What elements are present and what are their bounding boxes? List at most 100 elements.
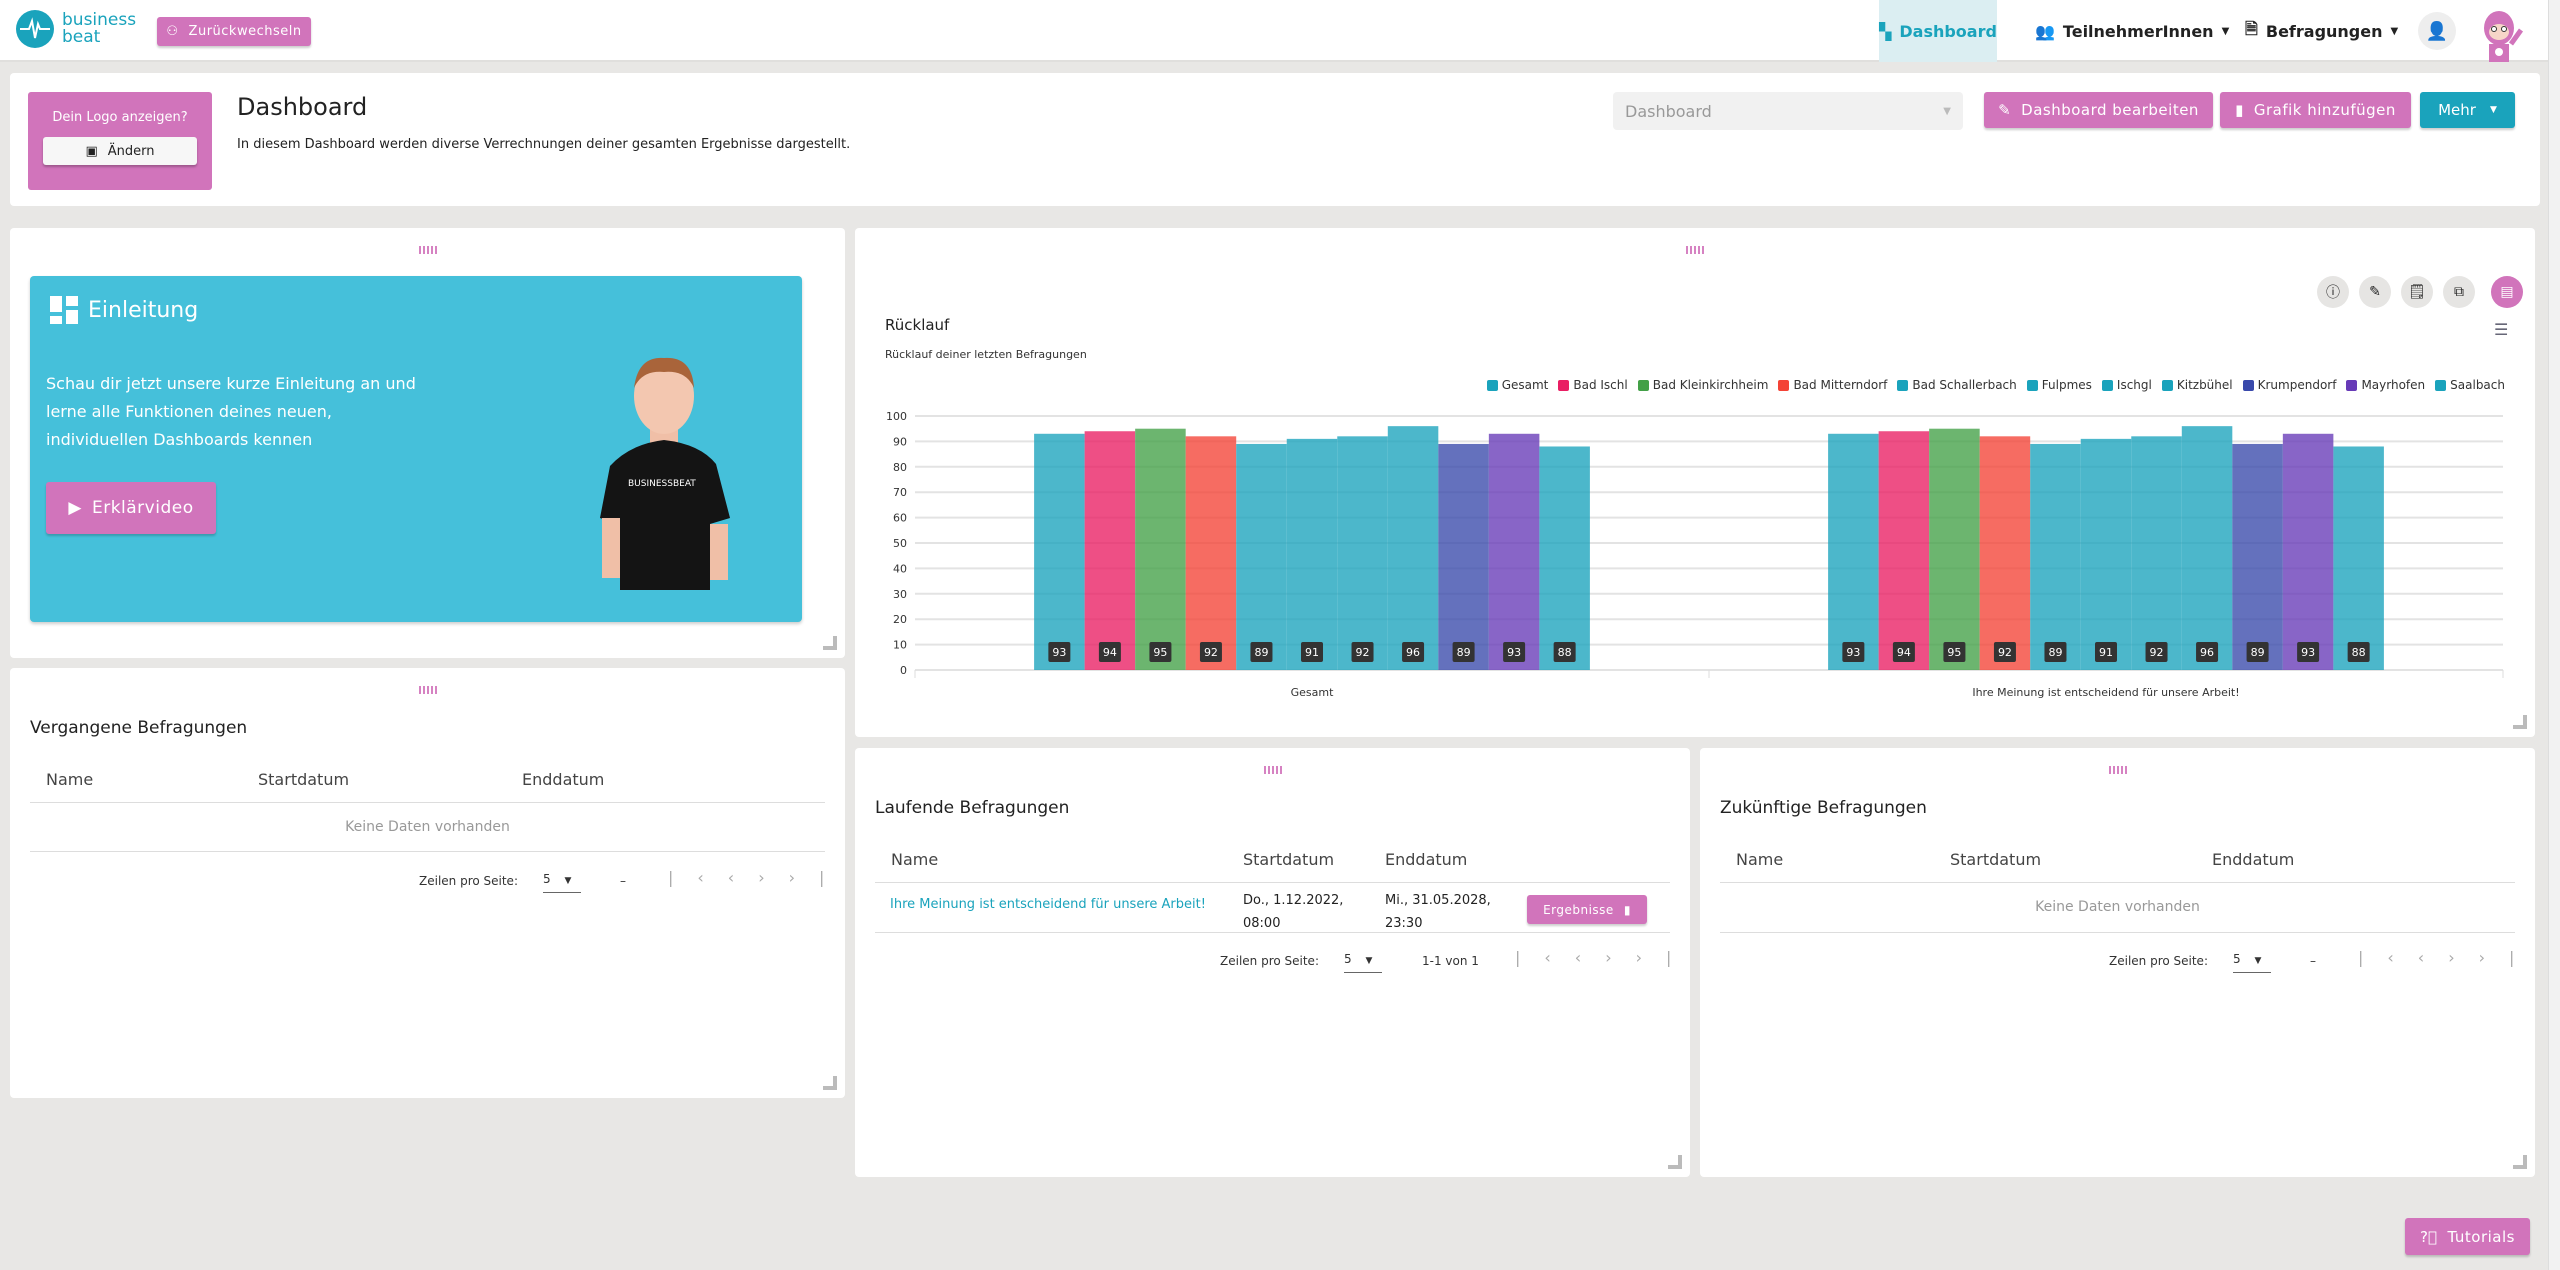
y-tick-label: 60 — [893, 512, 907, 525]
divider — [1720, 932, 2515, 933]
drag-handle-icon[interactable] — [419, 246, 437, 254]
add-chart-label: Grafik hinzufügen — [2253, 101, 2396, 119]
first-page-icon[interactable]: |‹ — [2358, 948, 2418, 967]
data-label-bg — [1048, 642, 1071, 662]
legend-item[interactable]: Mayrhofen — [2346, 378, 2425, 392]
nav-dashboard[interactable]: ▚ Dashboard — [1879, 0, 1997, 62]
legend-item[interactable]: Fulpmes — [2026, 378, 2092, 392]
drag-handle-icon[interactable] — [2109, 766, 2127, 774]
resize-handle-icon[interactable] — [2513, 1155, 2527, 1169]
first-page-icon[interactable]: |‹ — [668, 868, 728, 887]
last-page-icon[interactable]: ›| — [788, 868, 849, 887]
page-scrollbar[interactable] — [2548, 0, 2560, 1270]
column-header-start[interactable]: Startdatum — [1950, 850, 2042, 869]
legend-swatch — [1637, 379, 1649, 391]
resize-handle-icon[interactable] — [1668, 1155, 1682, 1169]
rows-per-page-select[interactable]: 5 ▼ — [2233, 952, 2271, 973]
prev-page-icon[interactable]: ‹ — [1574, 948, 1606, 967]
legend-label: Saalbach — [2450, 378, 2505, 392]
drag-handle-icon[interactable] — [1264, 766, 1282, 774]
next-page-icon[interactable]: › — [2448, 948, 2479, 967]
bar — [1828, 433, 1879, 670]
column-header-start[interactable]: Startdatum — [258, 770, 350, 789]
nav-surveys[interactable]: 🗎 Befragungen ▼ — [2245, 0, 2398, 62]
resize-handle-icon[interactable] — [823, 636, 837, 650]
data-label: 95 — [1153, 646, 1167, 659]
nav-participants[interactable]: 👥 TeilnehmerInnen ▼ — [2035, 0, 2229, 62]
bar — [2080, 438, 2132, 670]
page-description: In diesem Dashboard werden diverse Verre… — [237, 137, 851, 152]
data-label: 89 — [2251, 646, 2265, 659]
data-label: 95 — [1947, 646, 1961, 659]
tutorials-button[interactable]: ?⃝ Tutorials — [2405, 1218, 2530, 1255]
survey-link[interactable]: Ihre Meinung ist entscheidend für unsere… — [890, 897, 1206, 912]
column-header-end[interactable]: Enddatum — [2212, 850, 2295, 869]
column-header-name[interactable]: Name — [46, 770, 94, 789]
legend-item[interactable]: Kitzbühel — [2161, 378, 2233, 392]
image-icon: ▣ — [85, 143, 98, 159]
prev-page-icon[interactable]: ‹ — [727, 868, 759, 887]
legend-swatch — [1897, 379, 1909, 391]
users-icon: ⚇ — [166, 24, 179, 39]
legend-swatch — [2026, 379, 2038, 391]
drag-handle-icon[interactable] — [419, 686, 437, 694]
avatar[interactable] — [2475, 8, 2531, 66]
column-header-name[interactable]: Name — [891, 850, 939, 869]
dashboard-select[interactable]: Dashboard ▼ — [1613, 92, 1963, 130]
intro-heading: Einleitung — [50, 296, 198, 324]
results-button[interactable]: Ergebnisse ▮ — [1527, 895, 1647, 924]
running-surveys-title: Laufende Befragungen — [875, 798, 1070, 818]
comment-icon[interactable]: ▤ — [2491, 276, 2523, 308]
next-page-icon[interactable]: › — [758, 868, 789, 887]
chart-menu-icon[interactable]: ☰ — [2494, 320, 2509, 339]
pagination-controls[interactable]: |‹‹››| — [2358, 948, 2538, 967]
chart-legend: Gesamt Bad Ischl Bad Kleinkirchheim Bad Mit… — [1486, 378, 2505, 392]
change-logo-button[interactable]: ▣ Ändern — [43, 137, 197, 165]
rows-per-page-select[interactable]: 5 ▼ — [543, 872, 581, 893]
notes-icon[interactable]: 🗒 — [2401, 276, 2433, 308]
legend-item[interactable]: Bad Schallerbach — [1897, 378, 2017, 392]
rows-per-page-select[interactable]: 5 ▼ — [1344, 952, 1382, 973]
edit-icon[interactable]: ✎ — [2359, 276, 2391, 308]
legend-item[interactable]: Gesamt — [1486, 378, 1548, 392]
legend-item[interactable]: Saalbach — [2435, 378, 2505, 392]
first-page-icon[interactable]: |‹ — [1515, 948, 1575, 967]
legend-item[interactable]: Bad Mitterndorf — [1778, 378, 1887, 392]
column-header-end[interactable]: Enddatum — [522, 770, 605, 789]
resize-handle-icon[interactable] — [823, 1076, 837, 1090]
legend-label: Bad Mitterndorf — [1793, 378, 1888, 392]
info-icon[interactable]: ⓘ — [2317, 276, 2349, 308]
resize-handle-icon[interactable] — [2513, 715, 2527, 729]
last-page-icon[interactable]: ›| — [2478, 948, 2539, 967]
intro-banner: Einleitung Schau dir jetzt unsere kurze … — [30, 276, 802, 622]
edit-dashboard-button[interactable]: ✎ Dashboard bearbeiten — [1984, 92, 2213, 128]
more-button[interactable]: Mehr ▼ — [2420, 92, 2515, 128]
switch-back-label: Zurückwechseln — [188, 24, 302, 39]
next-page-icon[interactable]: › — [1605, 948, 1636, 967]
divider — [30, 802, 825, 803]
bar — [2232, 443, 2283, 670]
explainer-video-button[interactable]: ▶ Erklärvideo — [46, 482, 216, 534]
column-header-name[interactable]: Name — [1736, 850, 1784, 869]
data-label: 93 — [1052, 646, 1066, 659]
user-settings-icon[interactable]: 👤 — [2418, 12, 2456, 50]
copy-icon[interactable]: ⧉ — [2443, 276, 2475, 308]
prev-page-icon[interactable]: ‹ — [2417, 948, 2449, 967]
legend-item[interactable]: Bad Kleinkirchheim — [1637, 378, 1768, 392]
logo[interactable]: business beat — [16, 10, 136, 48]
add-chart-button[interactable]: ▮ Grafik hinzufügen — [2220, 92, 2411, 128]
caret-down-icon: ▼ — [2489, 105, 2497, 115]
rows-per-page-label: Zeilen pro Seite: — [2109, 954, 2208, 968]
pagination-controls[interactable]: |‹‹››| — [1515, 948, 1695, 967]
empty-state: Keine Daten vorhanden — [345, 819, 510, 835]
legend-label: Mayrhofen — [2361, 378, 2426, 392]
legend-item[interactable]: Krumpendorf — [2242, 378, 2336, 392]
switch-back-button[interactable]: ⚇ Zurückwechseln — [157, 17, 311, 46]
drag-handle-icon[interactable] — [1686, 246, 1704, 254]
column-header-start[interactable]: Startdatum — [1243, 850, 1335, 869]
column-header-end[interactable]: Enddatum — [1385, 850, 1468, 869]
legend-item[interactable]: Ischgl — [2101, 378, 2152, 392]
last-page-icon[interactable]: ›| — [1635, 948, 1696, 967]
pagination-controls[interactable]: |‹‹››| — [668, 868, 848, 887]
legend-item[interactable]: Bad Ischl — [1558, 378, 1628, 392]
